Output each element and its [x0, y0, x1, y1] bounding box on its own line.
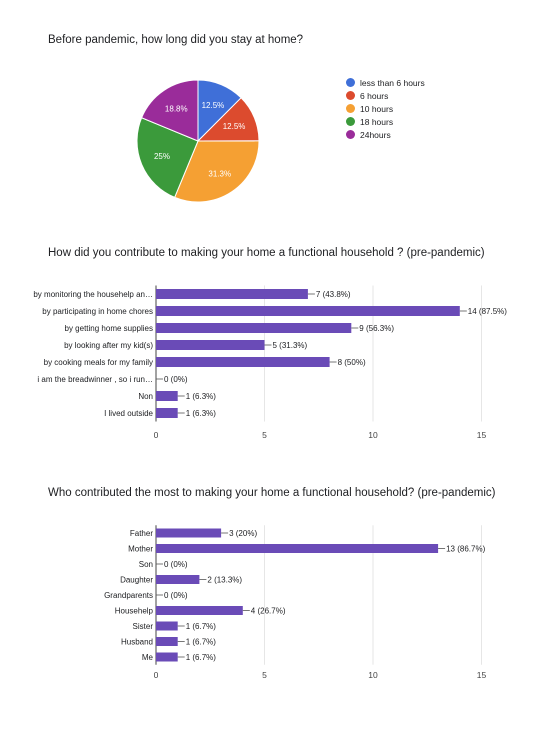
bar	[156, 340, 265, 350]
category-label: by monitoring the househelp an…	[33, 290, 153, 299]
x-tick-label: 15	[477, 430, 487, 440]
category-label: Mother	[128, 545, 153, 554]
bar	[156, 357, 330, 367]
category-label: Sister	[133, 622, 154, 631]
pie-legend: less than 6 hours 6 hours 10 hours 18 hours…	[346, 76, 425, 141]
data-label: 0 (0%)	[164, 560, 188, 569]
bar	[156, 575, 200, 584]
data-label: 5 (31.3%)	[273, 341, 308, 350]
data-label: 1 (6.7%)	[186, 622, 217, 631]
data-label: 4 (26.7%)	[251, 607, 286, 616]
pie-slice-label: 18.8%	[165, 105, 188, 114]
legend-item: 6 hours	[346, 89, 425, 102]
x-tick-label: 0	[154, 670, 159, 680]
category-label: by getting home supplies	[65, 324, 154, 333]
x-tick-label: 5	[262, 430, 267, 440]
legend-label: 10 hours	[360, 103, 394, 114]
legend-label: 18 hours	[360, 116, 394, 127]
category-label: Grandparents	[104, 591, 153, 600]
data-label: 0 (0%)	[164, 591, 188, 600]
legend-swatch	[346, 104, 355, 113]
pie-slice	[136, 117, 199, 199]
category-label: by looking after my kid(s)	[64, 341, 153, 350]
bar	[156, 289, 308, 299]
bar	[156, 306, 460, 316]
x-tick-label: 15	[477, 670, 487, 680]
legend-item: 18 hours	[346, 115, 425, 128]
category-label: Non	[138, 392, 153, 401]
category-label: by cooking meals for my family	[44, 358, 153, 367]
bar	[156, 391, 178, 401]
category-label: Me	[142, 653, 154, 662]
data-label: 8 (50%)	[338, 358, 366, 367]
pie-slice	[140, 79, 199, 142]
x-tick-label: 10	[368, 430, 378, 440]
legend-swatch	[346, 117, 355, 126]
pie-slice-label: 31.3%	[208, 169, 231, 178]
category-label: by participating in home chores	[42, 307, 153, 316]
x-tick-label: 10	[368, 670, 378, 680]
x-tick-label: 0	[154, 430, 159, 440]
bar	[156, 652, 178, 662]
category-label: Househelp	[115, 607, 154, 616]
category-label: Daughter	[120, 576, 153, 585]
bar	[156, 544, 439, 553]
bar	[156, 606, 243, 615]
bar-chart-1-title: How did you contribute to making your ho…	[48, 247, 485, 259]
bar	[156, 621, 178, 631]
pie-slice	[174, 140, 260, 203]
legend-label: less than 6 hours	[360, 77, 425, 88]
category-label: Son	[139, 560, 153, 569]
data-label: 1 (6.3%)	[186, 392, 217, 401]
bar-chart-2-title: Who contributed the most to making your …	[48, 487, 496, 499]
bar	[156, 323, 352, 333]
legend-swatch	[346, 130, 355, 139]
data-label: 2 (13.3%)	[207, 576, 242, 585]
bar	[156, 528, 222, 538]
pie-slice-label: 12.5%	[202, 101, 225, 110]
bar	[156, 408, 178, 418]
x-tick-label: 5	[262, 670, 267, 680]
data-label: 9 (56.3%)	[359, 324, 394, 333]
pie-slice-label: 25%	[154, 152, 170, 161]
category-label: Husband	[121, 638, 153, 647]
legend-swatch	[346, 91, 355, 100]
pie-slice-label: 12.5%	[223, 122, 246, 131]
legend-label: 24hours	[360, 129, 391, 140]
legend-swatch	[346, 78, 355, 87]
bar	[156, 637, 178, 646]
legend-item: 24hours	[346, 128, 425, 141]
data-label: 1 (6.7%)	[186, 638, 217, 647]
category-label: Father	[130, 529, 153, 538]
data-label: 0 (0%)	[164, 375, 188, 384]
data-label: 3 (20%)	[229, 529, 257, 538]
category-label: i am the breadwinner , so i run…	[37, 375, 153, 384]
data-label: 14 (87.5%)	[468, 307, 507, 316]
pie-chart-title: Before pandemic, how long did you stay a…	[48, 34, 304, 46]
data-label: 7 (43.8%)	[316, 290, 351, 299]
legend-item: 10 hours	[346, 102, 425, 115]
data-label: 1 (6.7%)	[186, 653, 217, 662]
category-label: I lived outside	[104, 409, 153, 418]
legend-item: less than 6 hours	[346, 76, 425, 89]
legend-label: 6 hours	[360, 90, 389, 101]
data-label: 1 (6.3%)	[186, 409, 217, 418]
data-label: 13 (86.7%)	[446, 545, 485, 554]
